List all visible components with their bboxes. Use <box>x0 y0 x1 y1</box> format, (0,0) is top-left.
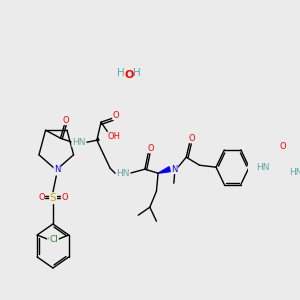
Text: HN: HN <box>72 138 86 147</box>
Text: O: O <box>280 142 286 151</box>
Text: O: O <box>189 134 195 143</box>
Text: O: O <box>124 70 134 80</box>
Text: O: O <box>147 144 154 153</box>
Text: OH: OH <box>108 132 121 141</box>
Text: H: H <box>134 68 141 78</box>
Text: O: O <box>61 194 68 202</box>
Text: Cl: Cl <box>48 236 57 244</box>
Text: N: N <box>172 165 178 174</box>
Text: HN: HN <box>290 168 300 177</box>
Text: HN: HN <box>256 163 270 172</box>
Text: Cl: Cl <box>49 236 58 244</box>
Text: O: O <box>38 194 45 202</box>
Polygon shape <box>158 167 170 173</box>
Text: N: N <box>54 166 60 175</box>
Polygon shape <box>97 138 99 140</box>
Text: O: O <box>112 111 119 120</box>
Text: H: H <box>117 68 125 78</box>
Text: HN: HN <box>117 169 130 178</box>
Text: O: O <box>63 116 70 125</box>
Text: S: S <box>50 193 56 203</box>
